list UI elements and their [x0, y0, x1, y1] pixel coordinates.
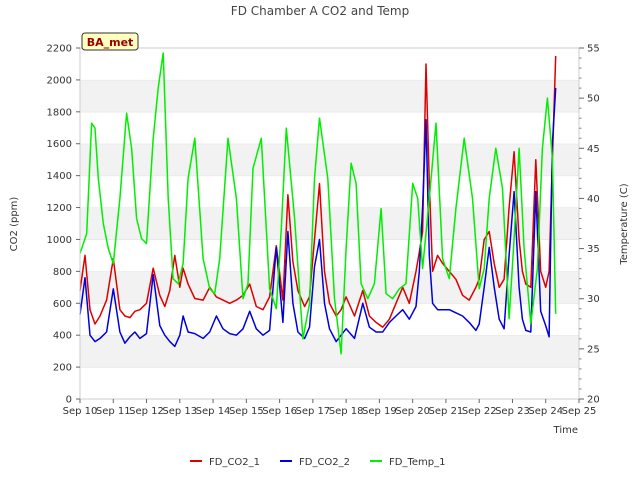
grid-band [80, 367, 579, 399]
y-tick-label: 2000 [47, 75, 72, 86]
x-tick-label: Sep 14 [196, 406, 231, 417]
x-tick-label: Sep 25 [562, 406, 597, 417]
grid-bands [80, 47, 579, 399]
grid-band [80, 79, 579, 112]
y-axis-label: CO2 (ppm) [9, 197, 20, 252]
y-axis-left: 0 200 400 600 800 1000 1200 1400 1600 1800 2000 220… [47, 44, 80, 406]
x-tick-label: Sep 15 [229, 406, 264, 417]
legend-label-FD_CO2_2: FD_CO2_2 [299, 457, 350, 468]
grid-band [80, 143, 579, 176]
x-tick-label: Sep 19 [362, 406, 397, 417]
grid-band [80, 48, 579, 80]
y2-tick-label: 30 [587, 294, 600, 305]
x-tick-label: Sep 24 [528, 406, 563, 417]
x-tick-label: Sep 23 [495, 406, 530, 417]
y-tick-label: 1600 [47, 139, 72, 150]
y-tick-label: 1000 [47, 235, 72, 246]
y-tick-label: 0 [66, 395, 72, 406]
y-tick-label: 400 [53, 331, 72, 342]
x-tick-label: Sep 11 [96, 406, 131, 417]
y2-tick-label: 40 [587, 194, 600, 205]
y-tick-label: 1400 [47, 171, 72, 182]
site-label-bg [81, 32, 139, 51]
y2-tick-label: 20 [587, 395, 600, 406]
y-tick-label: 600 [53, 299, 72, 310]
y2-axis-label: Temperature (C) [619, 183, 630, 265]
x-tick-label: Sep 18 [329, 406, 364, 417]
x-tick-label: Sep 17 [295, 406, 330, 417]
legend-label-FD_Temp_1: FD_Temp_1 [389, 457, 445, 468]
legend-label-FD_CO2_1: FD_CO2_1 [209, 457, 260, 468]
plot-frame [79, 47, 580, 400]
x-tick-label: Sep 21 [429, 406, 464, 417]
x-tick-label: Sep 16 [262, 406, 297, 417]
grid-band [80, 239, 579, 272]
series-line-FD_Temp_1 [79, 52, 557, 355]
legend: FD_CO2_1 FD_CO2_2 FD_Temp_1 [190, 457, 445, 468]
series-line-FD_CO2_2 [79, 87, 557, 348]
x-axis-label: Time [553, 425, 578, 436]
y-tick-label: 1800 [47, 107, 72, 118]
y2-tick-label: 45 [587, 144, 600, 155]
y2-tick-label: 50 [587, 94, 600, 105]
y-axis-right: 20 25 30 35 40 45 50 55 [579, 44, 600, 406]
y2-tick-label: 55 [587, 44, 600, 55]
grid-band [80, 111, 579, 144]
y2-tick-label: 25 [587, 344, 600, 355]
y-tick-label: 800 [53, 267, 72, 278]
x-tick-label: Sep 13 [162, 406, 197, 417]
x-tick-label: Sep 12 [129, 406, 164, 417]
y-tick-label: 2200 [47, 44, 72, 55]
x-tick-label: Sep 20 [395, 406, 430, 417]
chart-title: FD Chamber A CO2 and Temp [231, 4, 409, 18]
y-tick-label: 1200 [47, 203, 72, 214]
x-tick-label: Sep 22 [462, 406, 497, 417]
site-label: BA_met [87, 36, 134, 49]
x-tick-label: Sep 10 [63, 406, 98, 417]
y2-tick-label: 35 [587, 244, 600, 255]
grid-band [80, 335, 579, 368]
series-layer [79, 52, 557, 355]
y-tick-label: 200 [53, 363, 72, 374]
series-line-FD_CO2_1 [79, 55, 557, 328]
site-label-box: BA_met [81, 32, 139, 51]
